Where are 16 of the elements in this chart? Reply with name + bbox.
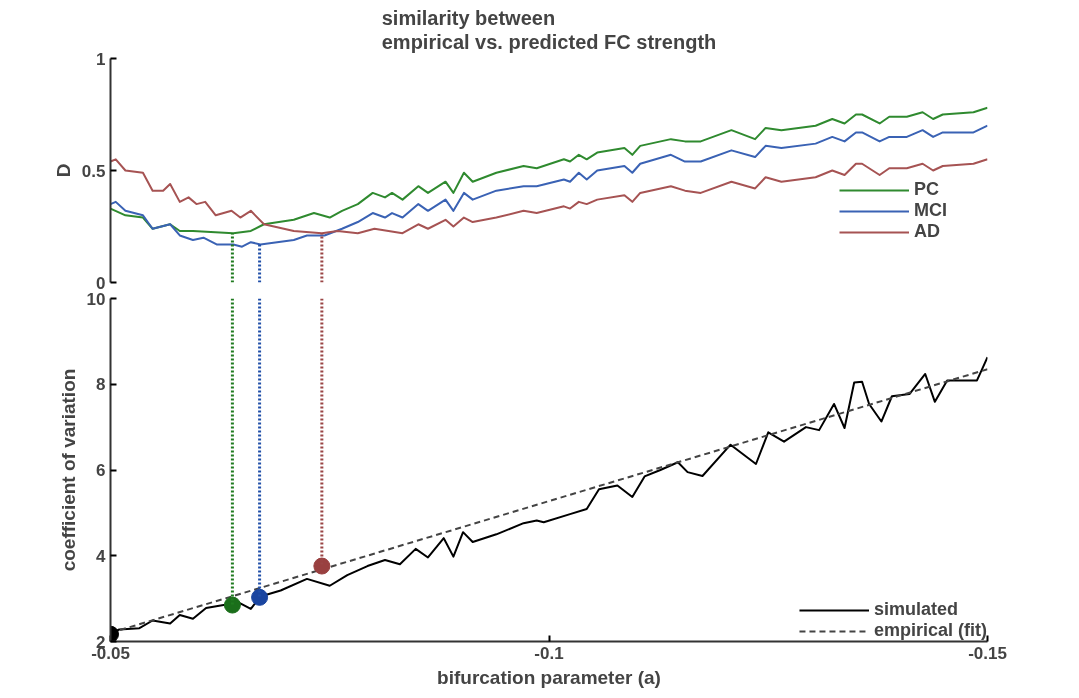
y-tick-label: 8: [96, 375, 106, 395]
legend-label: AD: [914, 221, 940, 242]
y-tick-label: 6: [96, 461, 106, 480]
x-tick-label: -0.15: [968, 643, 1007, 663]
y-axis-title: D: [52, 163, 74, 178]
y-tick-label: 4: [96, 546, 107, 566]
legend-label: PC: [914, 179, 940, 200]
legend-label: MCI: [914, 200, 947, 221]
x-axis-title: bifurcation parameter (a): [437, 666, 661, 688]
y-axis-title: coefficient of variation: [57, 368, 79, 572]
x-tick-label: -0.1: [534, 643, 564, 663]
legend-label: simulated: [873, 599, 958, 620]
y-tick-label: 1: [96, 49, 106, 69]
legend-label: empirical (fit): [873, 620, 987, 641]
y-tick-label: 0.5: [81, 161, 106, 181]
chart-title: similarity between empirical vs. predicted FC strength: [381, 7, 717, 54]
